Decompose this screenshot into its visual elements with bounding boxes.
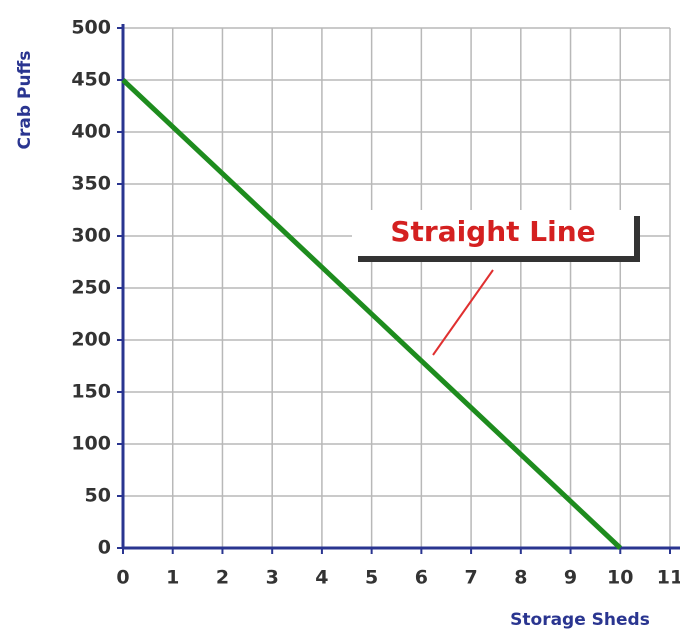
x-tick-label: 7 [464, 567, 477, 589]
y-tick-label: 0 [98, 537, 111, 559]
y-tick-label: 250 [71, 277, 111, 299]
y-axis-title: Crab Puffs [15, 51, 35, 150]
y-tick-label: 150 [71, 381, 111, 403]
y-tick-label: 400 [71, 121, 111, 143]
data-line [121, 78, 622, 550]
y-tick-label: 450 [71, 69, 111, 91]
x-tick-label: 2 [216, 567, 229, 589]
y-tick-label: 300 [71, 225, 111, 247]
annotation-box [352, 210, 634, 256]
y-tick-label: 100 [71, 433, 111, 455]
y-tick-label: 350 [71, 173, 111, 195]
x-tick-label: 9 [564, 567, 577, 589]
x-axis-title: Storage Sheds [510, 610, 650, 630]
x-tick-label: 1 [166, 567, 179, 589]
x-tick-label: 4 [315, 567, 328, 589]
annotation: Straight Line [390, 215, 595, 248]
y-tick-label: 50 [85, 485, 111, 507]
x-tick-label: 8 [514, 567, 527, 589]
x-tick-label: 10 [607, 567, 633, 589]
x-tick-label: 6 [415, 567, 428, 589]
annotation-pointer [432, 269, 494, 356]
x-tick-label: 0 [116, 567, 129, 589]
y-tick-label: 200 [71, 329, 111, 351]
x-tick-label: 3 [266, 567, 279, 589]
y-tick-label: 500 [71, 17, 111, 39]
x-tick-label: 11 [657, 567, 680, 589]
x-tick-label: 5 [365, 567, 378, 589]
